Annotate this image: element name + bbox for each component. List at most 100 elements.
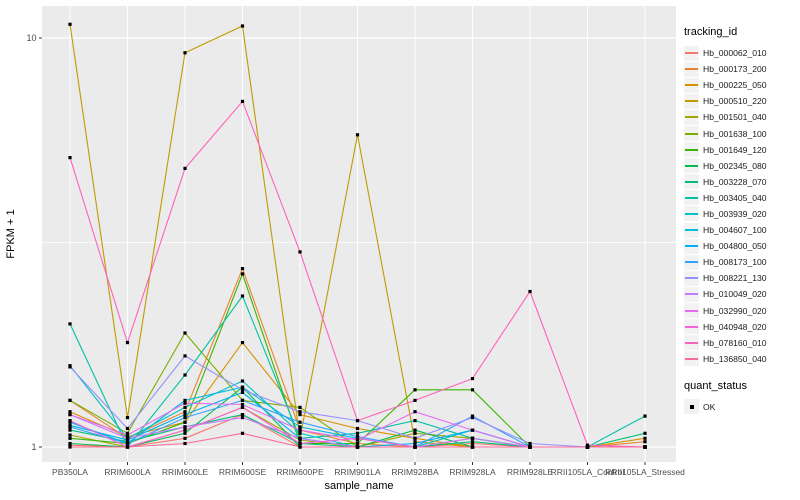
data-point: [643, 445, 647, 449]
data-point: [68, 22, 72, 26]
legend-item-Hb_032990_020: Hb_032990_020: [684, 303, 798, 319]
data-point: [470, 436, 475, 440]
legend-item-label: Hb_078160_010: [703, 337, 767, 348]
data-point: [240, 272, 245, 276]
x-tick-label: RRIM600SE: [219, 467, 267, 477]
data-point: [528, 441, 532, 446]
data-point: [470, 445, 475, 449]
data-point: [240, 431, 245, 435]
data-point: [355, 438, 360, 442]
data-point: [240, 402, 245, 407]
legend-line-swatch: [685, 196, 698, 199]
data-point: [183, 420, 187, 424]
legend-line-swatch: [685, 229, 698, 232]
legend-line-swatch: [685, 341, 698, 344]
legend-key-line-icon: [684, 142, 699, 158]
data-point: [240, 385, 245, 389]
data-point: [183, 405, 187, 409]
legend-key-line-icon: [684, 303, 699, 319]
data-point: [183, 441, 187, 446]
data-point: [183, 401, 187, 405]
legend-panel: tracking_id Hb_000062_010 Hb_000173_200 Hb…: [684, 26, 798, 415]
data-point: [413, 410, 417, 414]
legend-item-label: Hb_004607_100: [703, 225, 767, 236]
legend-item-Hb_004800_050: Hb_004800_050: [684, 238, 798, 254]
data-point: [68, 365, 72, 369]
data-point: [68, 398, 72, 402]
data-point: [413, 445, 417, 449]
data-point: [240, 413, 245, 417]
legend-key-line-icon: [684, 351, 699, 367]
data-point: [240, 390, 245, 394]
data-point: [125, 341, 130, 345]
legend-item-Hb_008221_130: Hb_008221_130: [684, 270, 798, 286]
data-point: [643, 440, 647, 444]
legend-key-line-icon: [684, 174, 699, 190]
data-point: [355, 419, 360, 423]
data-point: [470, 440, 475, 444]
data-point: [240, 99, 245, 103]
legend-item-label: Hb_002345_080: [703, 160, 767, 171]
data-point: [240, 405, 245, 409]
legend-item-label: Hb_000173_200: [703, 64, 767, 75]
data-point: [183, 410, 187, 414]
legend-line-swatch: [685, 212, 698, 215]
legend-item-Hb_136850_040: Hb_136850_040: [684, 351, 798, 367]
data-point: [355, 431, 360, 435]
legend-item-Hb_010049_020: Hb_010049_020: [684, 286, 798, 302]
legend-key-line-icon: [684, 77, 699, 93]
legend-item-quant-OK: OK: [684, 399, 798, 415]
legend-item-label: Hb_136850_040: [703, 353, 767, 364]
x-tick-label: RRIM928LA: [449, 467, 496, 477]
data-points: [68, 22, 647, 449]
data-point: [298, 436, 302, 440]
legend-item-label: Hb_000225_050: [703, 80, 767, 91]
data-point: [68, 156, 72, 160]
legend-key-line-icon: [684, 61, 699, 77]
legend-item-label: Hb_001638_100: [703, 128, 767, 139]
data-point: [298, 441, 302, 446]
data-point: [298, 413, 302, 417]
legend-item-Hb_001649_120: Hb_001649_120: [684, 142, 798, 158]
legend-block-quant-status: quant_status OK: [684, 380, 798, 415]
data-point: [470, 428, 475, 432]
axes: 1 10 PB350LA RRIM600LA RRIM600LE RRIM600SE RRI…: [26, 33, 685, 477]
data-point: [68, 443, 72, 447]
legend-key-line-icon: [684, 319, 699, 335]
legend-key-line-icon: [684, 270, 699, 286]
legend-line-swatch: [685, 132, 698, 135]
data-point: [183, 354, 187, 358]
data-point: [125, 431, 130, 435]
legend-square-swatch: [689, 404, 694, 409]
legend-item-Hb_000173_200: Hb_000173_200: [684, 61, 798, 77]
legend-line-swatch: [685, 100, 698, 103]
data-point: [413, 398, 417, 402]
legend-key-line-icon: [684, 158, 699, 174]
legend-item-label: Hb_003939_020: [703, 208, 767, 219]
data-point: [585, 445, 590, 449]
data-point: [240, 24, 245, 28]
data-point: [413, 440, 417, 444]
legend-line-swatch: [685, 180, 698, 183]
data-point: [643, 431, 647, 435]
legend-items-tracking-id: Hb_000062_010 Hb_000173_200 Hb_000225_050 H…: [684, 45, 798, 367]
data-point: [298, 410, 302, 414]
legend-title-quant-status: quant_status: [684, 379, 747, 392]
legend-item-Hb_001638_100: Hb_001638_100: [684, 125, 798, 142]
data-point: [183, 425, 187, 429]
data-point: [125, 416, 130, 420]
data-point: [68, 436, 72, 440]
data-point: [240, 398, 245, 402]
legend-line-swatch: [685, 164, 698, 167]
data-point: [240, 416, 245, 420]
legend-item-Hb_008173_100: Hb_008173_100: [684, 254, 798, 270]
legend-line-swatch: [685, 325, 698, 328]
legend-item-Hb_003405_040: Hb_003405_040: [684, 190, 798, 206]
x-tick-label: RRII105LA_Stressed: [605, 467, 685, 477]
data-point: [298, 250, 302, 254]
legend-item-Hb_000225_050: Hb_000225_050: [684, 77, 798, 93]
legend-key-line-icon: [684, 222, 699, 238]
legend-line-swatch: [685, 68, 698, 71]
legend-key-line-icon: [684, 109, 699, 125]
